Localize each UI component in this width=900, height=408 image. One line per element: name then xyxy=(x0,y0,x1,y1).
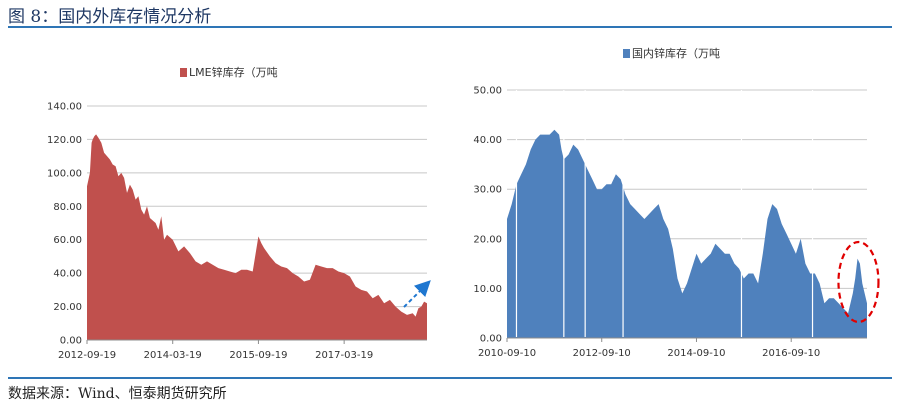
domestic-legend-label: 国内锌库存（万吨 xyxy=(632,46,720,60)
domestic-y-tick-label: 0.00 xyxy=(480,334,502,345)
rebound-arrow-icon xyxy=(403,280,431,308)
domestic-y-tick-label: 50.00 xyxy=(473,86,502,97)
lme-y-tick-label: 60.00 xyxy=(53,235,82,246)
lme-y-tick-label: 0.00 xyxy=(60,336,82,347)
lme-y-tick-label: 120.00 xyxy=(47,135,82,146)
lme-series-area xyxy=(87,134,427,340)
lme-legend-swatch xyxy=(180,68,187,77)
title-rule xyxy=(8,26,892,28)
domestic-x-tick-label: 2012-09-10 xyxy=(573,348,631,359)
lme-x-tick-label: 2015-09-19 xyxy=(229,350,287,361)
domestic-series-area xyxy=(507,129,867,338)
lme-x-tick-label: 2012-09-19 xyxy=(58,350,116,361)
figure-title: 图 8：国内外库存情况分析 xyxy=(8,7,212,27)
footer-rule xyxy=(8,377,892,379)
lme-y-tick-label: 20.00 xyxy=(53,302,82,313)
domestic-x-tick-label: 2016-09-10 xyxy=(762,348,820,359)
domestic-y-tick-label: 30.00 xyxy=(473,185,502,196)
lme-y-tick-label: 80.00 xyxy=(53,202,82,213)
domestic-y-tick-label: 40.00 xyxy=(473,135,502,146)
lme-x-tick-label: 2017-03-19 xyxy=(315,350,373,361)
lme-y-tick-label: 140.00 xyxy=(47,102,82,113)
domestic-y-tick-label: 10.00 xyxy=(473,284,502,295)
lme-y-tick-label: 40.00 xyxy=(53,269,82,280)
domestic-x-tick-label: 2010-09-10 xyxy=(478,348,536,359)
lme-x-tick-label: 2014-03-19 xyxy=(144,350,202,361)
domestic-zinc-inventory-chart: 0.00 10.00 20.00 30.00 40.00 50.00 2010-09-10 2… xyxy=(473,46,880,359)
rebound-highlight-ellipse xyxy=(837,240,880,324)
data-source-note: 数据来源：Wind、恒泰期货研究所 xyxy=(8,386,227,402)
lme-y-tick-label: 100.00 xyxy=(47,168,82,179)
lme-zinc-inventory-chart: 0.00 20.00 40.00 60.00 80.00 100.00 120.00 140.… xyxy=(47,65,431,361)
domestic-y-tick-label: 20.00 xyxy=(473,234,502,245)
domestic-legend-swatch xyxy=(623,49,630,58)
domestic-x-tick-label: 2014-09-10 xyxy=(667,348,725,359)
lme-legend-label: LME锌库存（万吨 xyxy=(189,65,278,79)
